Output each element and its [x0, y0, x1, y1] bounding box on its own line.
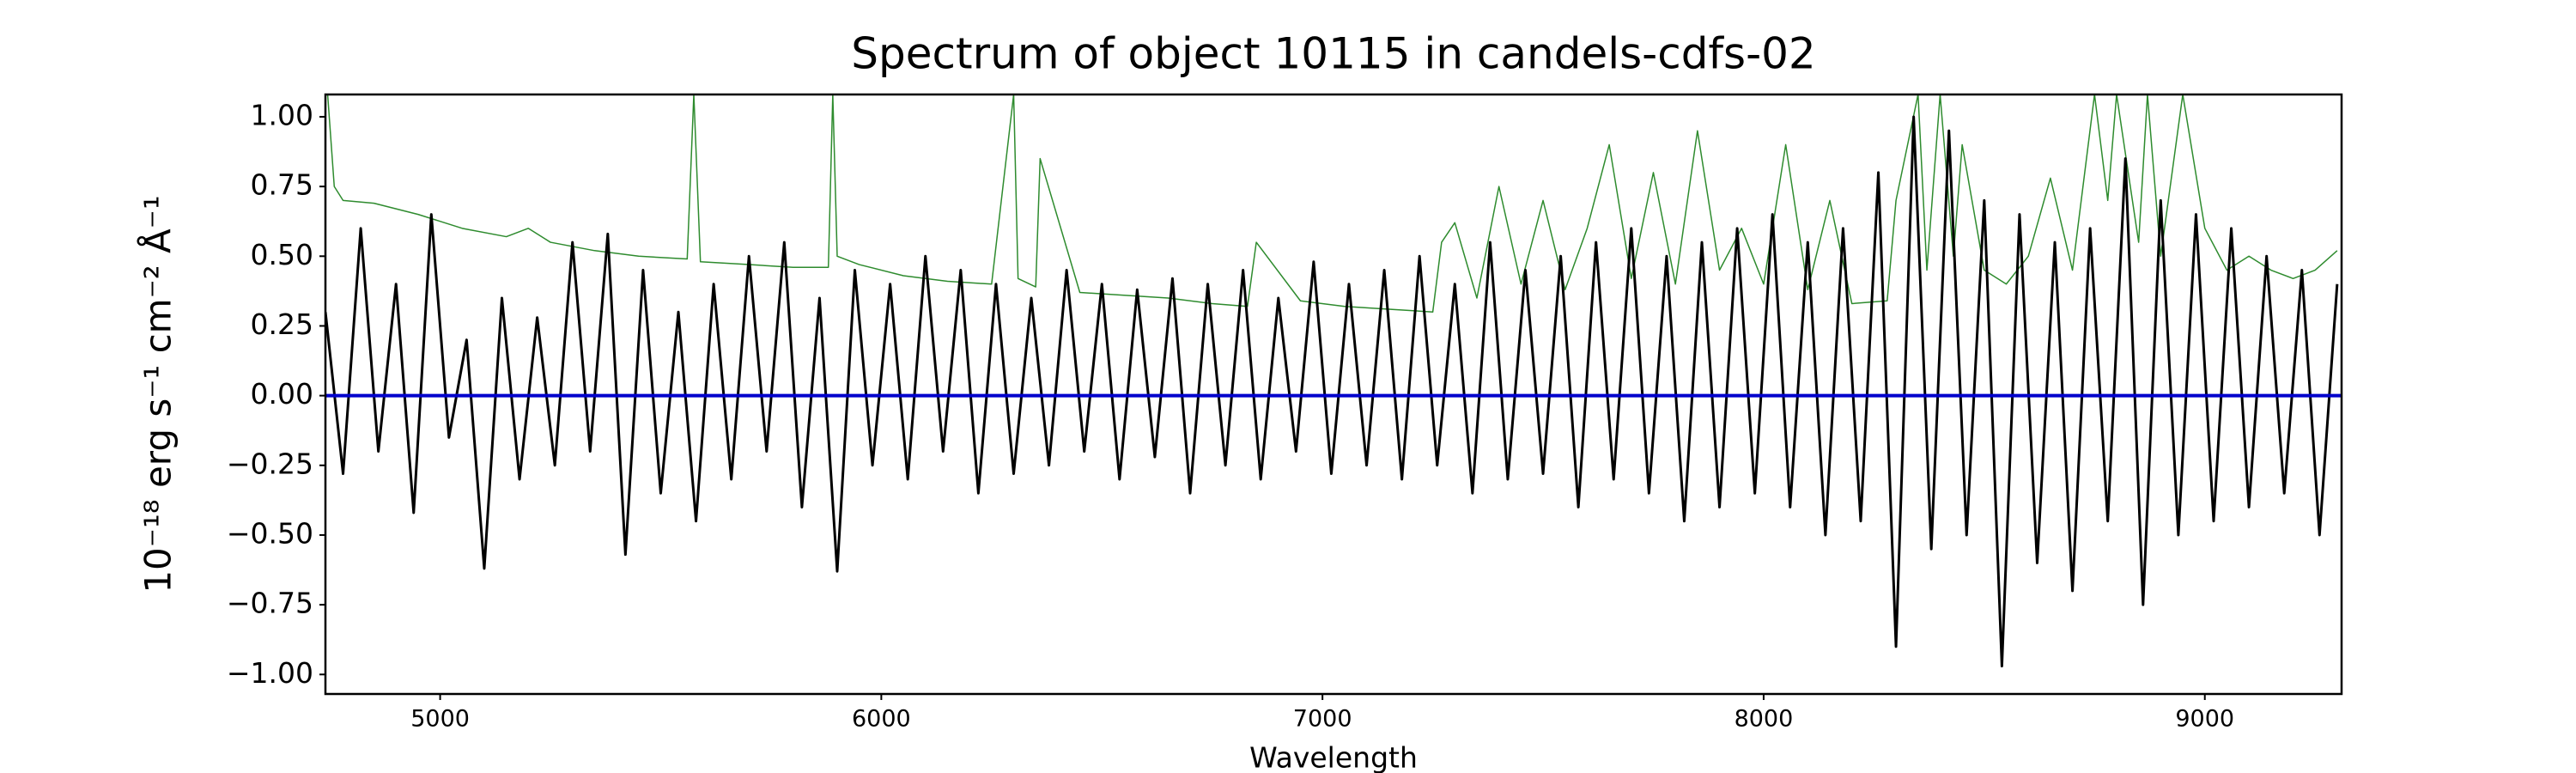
x-tick-label: 7000 [1293, 706, 1352, 733]
y-tick-label: −0.75 [227, 587, 313, 620]
plot-frame [324, 93, 2343, 696]
y-axis-label: 10⁻¹⁸ erg s⁻¹ cm⁻² Å⁻¹ [137, 195, 179, 593]
y-tick-label: 1.00 [251, 98, 313, 131]
y-tick-label: 0.75 [251, 168, 313, 202]
y-tick-label: −0.50 [227, 516, 313, 550]
chart-title: Spectrum of object 10115 in candels-cdfs… [851, 29, 1816, 79]
x-tick-label: 9000 [2175, 706, 2234, 733]
y-tick-label: −0.25 [227, 447, 313, 480]
spectrum-line [325, 115, 2339, 668]
x-tick-label: 5000 [410, 706, 470, 733]
y-tick-label: −1.00 [227, 656, 313, 690]
spectrum-line [326, 94, 2338, 313]
x-tick-label: 8000 [1735, 706, 1794, 733]
y-tick-label: 0.00 [251, 377, 313, 411]
x-tick-label: 6000 [852, 706, 911, 733]
x-axis-label: Wavelength [1249, 741, 1418, 773]
y-tick-label: 0.25 [251, 307, 313, 341]
y-tick-label: 0.50 [251, 238, 313, 271]
plot-area [325, 94, 2342, 668]
